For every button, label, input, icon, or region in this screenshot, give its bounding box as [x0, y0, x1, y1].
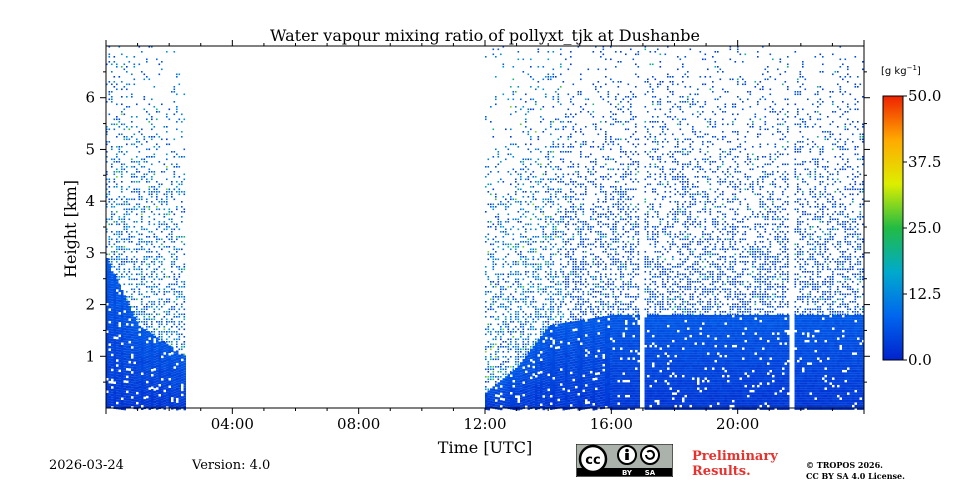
y-axis-label: Height [km]: [61, 180, 80, 278]
colorbar: [883, 96, 903, 360]
x-tick-label: 04:00: [211, 415, 254, 433]
heatmap-data: [106, 46, 865, 411]
colorbar-tick-label: 0.0: [908, 351, 932, 369]
y-tick-label: 3: [85, 244, 95, 262]
colorbar-ticks: 0.0 12.5 25.0 37.5 50.0: [903, 87, 941, 369]
colorbar-tick-label: 25.0: [908, 219, 941, 237]
y-tick-label: 4: [85, 192, 95, 210]
y-tick-label: 5: [85, 140, 95, 158]
x-axis-label: Time [UTC]: [438, 438, 532, 457]
copyright-line-1: © TROPOS 2026.: [806, 460, 905, 471]
copyright-line-2: CC BY SA 4.0 License.: [806, 471, 905, 482]
colorbar-unit: [g kg−1]: [881, 64, 921, 77]
x-tick-label: 12:00: [463, 415, 506, 433]
x-tick-label: 20:00: [716, 415, 759, 433]
colorbar-tick-label: 50.0: [908, 87, 941, 105]
copyright-note: © TROPOS 2026. CC BY SA 4.0 License.: [806, 460, 905, 482]
sa-label: SA: [645, 469, 656, 477]
date-label: 2026-03-24: [49, 458, 124, 473]
colorbar-tick-label: 12.5: [908, 285, 941, 303]
colorbar-tick-label: 37.5: [908, 153, 941, 171]
chart-svg: 04:00 08:00 12:00 16:00 20:00 1 2 3 4 5 6 Water v…: [0, 0, 960, 480]
x-tick-label: 08:00: [337, 415, 380, 433]
cc-license-badge: cc BY SA: [576, 444, 673, 477]
preliminary-results-note: Preliminary Results.: [692, 449, 778, 479]
y-tick-label: 6: [85, 89, 95, 107]
version-label: Version: 4.0: [192, 458, 270, 473]
y-tick-label: 1: [85, 347, 95, 365]
preliminary-line-2: Results.: [692, 464, 778, 479]
share-alike-icon: [641, 446, 659, 464]
cc-icon-label: cc: [585, 453, 600, 468]
x-tick-label: 16:00: [590, 415, 633, 433]
y-tick-label: 2: [85, 296, 95, 314]
by-label: BY: [622, 469, 633, 477]
chart-title: Water vapour mixing ratio of pollyxt_tjk…: [270, 26, 700, 45]
preliminary-line-1: Preliminary: [692, 449, 778, 464]
